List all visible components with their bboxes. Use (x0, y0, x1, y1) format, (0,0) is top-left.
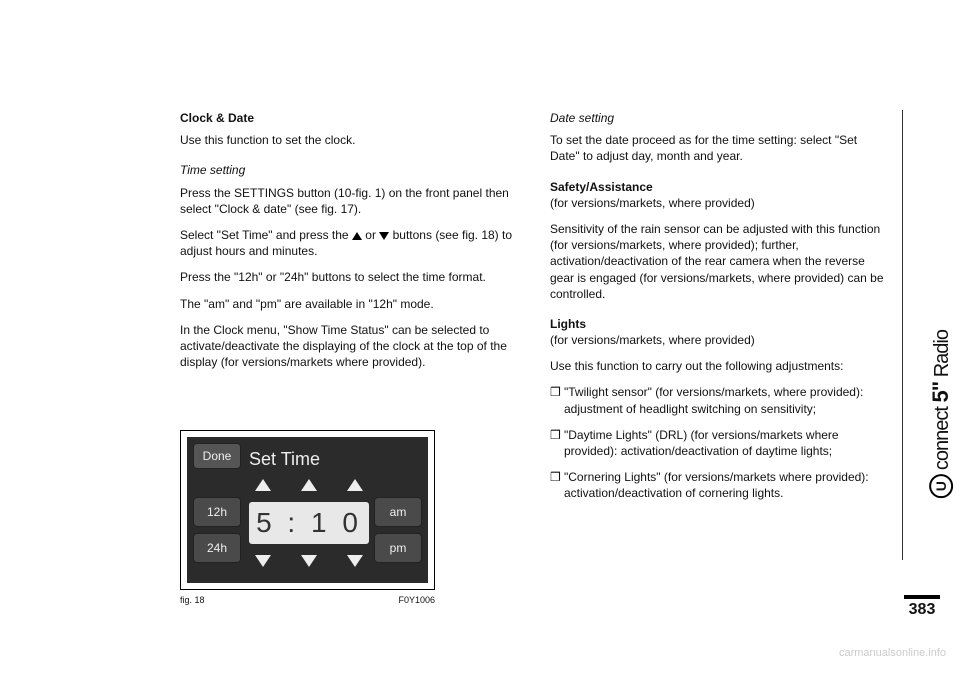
note: (for versions/markets, where provided) (550, 332, 890, 348)
bullet-item: ❒ "Cornering Lights" (for versions/marke… (550, 469, 890, 501)
heading-lights: Lights (550, 316, 890, 332)
bullet-text: "Twilight sensor" (for versions/markets,… (564, 384, 890, 416)
side-tab: U connect 5" Radio (902, 110, 944, 560)
down-arrow-row (249, 555, 369, 567)
figure-code: F0Y1006 (398, 594, 435, 606)
para: The "am" and "pm" are available in "12h"… (180, 296, 520, 312)
side-label: U connect 5" Radio (928, 330, 954, 498)
bullet-marker: ❒ (550, 427, 564, 459)
right-column: Date setting To set the date proceed as … (550, 110, 890, 606)
note: (for versions/markets, where provided) (550, 195, 890, 211)
down-arrow-icon[interactable] (301, 555, 317, 567)
up-arrow-icon[interactable] (347, 479, 363, 491)
done-button[interactable]: Done (193, 443, 241, 469)
figure-18: Done Set Time 12h 24h am pm 5 : 1 0 (180, 430, 435, 590)
para: Press the "12h" or "24h" buttons to sele… (180, 269, 520, 285)
heading-text: Safety/Assistance (550, 180, 653, 194)
page-number: 383 (904, 595, 940, 619)
heading-clock-date: Clock & Date (180, 110, 520, 126)
24h-button[interactable]: 24h (193, 533, 241, 563)
down-triangle-icon (379, 232, 389, 240)
heading-text: Lights (550, 317, 586, 331)
para: Select "Set Time" and press the or butto… (180, 227, 520, 259)
para: To set the date proceed as for the time … (550, 132, 890, 164)
para: Use this function to set the clock. (180, 132, 520, 148)
pm-button[interactable]: pm (374, 533, 422, 563)
12h-button[interactable]: 12h (193, 497, 241, 527)
time-display: 5 : 1 0 (249, 502, 369, 544)
text: Radio (931, 330, 953, 377)
para: Sensitivity of the rain sensor can be ad… (550, 221, 890, 302)
text: or (362, 228, 379, 242)
para: In the Clock menu, "Show Time Status" ca… (180, 322, 520, 371)
subheading-time-setting: Time setting (180, 162, 520, 178)
bullet-item: ❒ "Daytime Lights" (DRL) (for versions/m… (550, 427, 890, 459)
screen-title: Set Time (249, 447, 320, 471)
para: Press the SETTINGS button (10-fig. 1) on… (180, 185, 520, 217)
subheading-date-setting: Date setting (550, 110, 890, 126)
bullet-text: "Daytime Lights" (DRL) (for versions/mar… (564, 427, 890, 459)
bullet-item: ❒ "Twilight sensor" (for versions/market… (550, 384, 890, 416)
up-triangle-icon (352, 232, 362, 240)
left-column: Clock & Date Use this function to set th… (180, 110, 520, 606)
figure-caption: fig. 18 F0Y1006 (180, 594, 435, 606)
text: 5" (928, 382, 953, 403)
text: Select "Set Time" and press the (180, 228, 352, 242)
down-arrow-icon[interactable] (255, 555, 271, 567)
set-time-screen: Done Set Time 12h 24h am pm 5 : 1 0 (187, 437, 428, 583)
bullet-marker: ❒ (550, 384, 564, 416)
bullet-marker: ❒ (550, 469, 564, 501)
uconnect-logo-icon: U (929, 474, 953, 498)
page-content: Clock & Date Use this function to set th… (180, 110, 900, 606)
down-arrow-icon[interactable] (347, 555, 363, 567)
bullet-text: "Cornering Lights" (for versions/markets… (564, 469, 890, 501)
up-arrow-icon[interactable] (255, 479, 271, 491)
up-arrow-icon[interactable] (301, 479, 317, 491)
am-button[interactable]: am (374, 497, 422, 527)
para: Use this function to carry out the follo… (550, 358, 890, 374)
text: connect (931, 407, 953, 470)
watermark: carmanualsonline.info (839, 647, 946, 659)
up-arrow-row (249, 479, 369, 491)
figure-label: fig. 18 (180, 594, 205, 606)
heading-safety: Safety/Assistance (550, 179, 890, 195)
uconnect-text: connect 5" Radio (928, 330, 954, 470)
